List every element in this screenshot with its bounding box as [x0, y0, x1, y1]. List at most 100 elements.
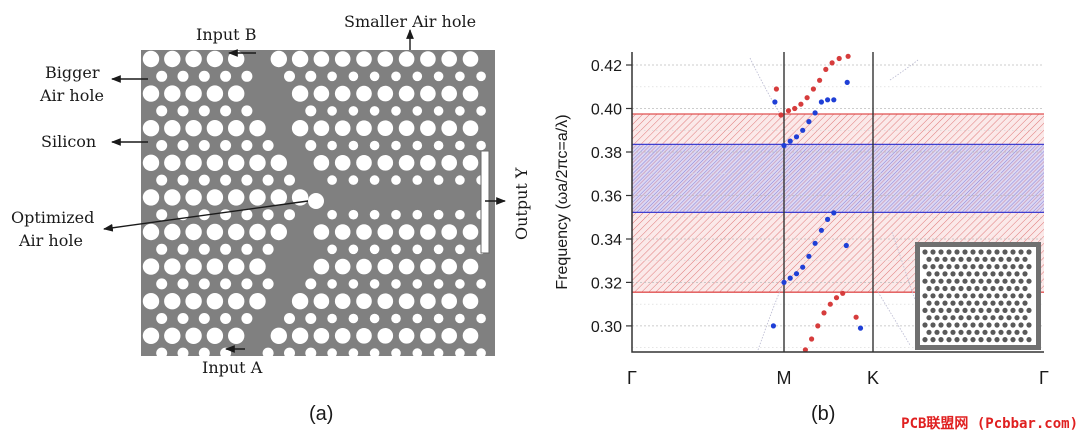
inset-hole	[962, 307, 968, 313]
inset-hole	[978, 278, 984, 284]
inset-hole	[1022, 329, 1028, 335]
air-hole	[313, 328, 330, 344]
inset-hole	[1002, 264, 1008, 270]
input-b-label: Input B	[196, 25, 256, 44]
red-band-point	[809, 336, 815, 342]
inset-hole	[958, 271, 964, 277]
air-hole	[412, 279, 423, 289]
inset-hole	[982, 256, 988, 262]
air-hole	[420, 85, 436, 102]
inset-hole	[1010, 278, 1016, 284]
air-hole	[206, 258, 224, 275]
air-hole	[270, 50, 287, 68]
air-hole	[177, 313, 189, 324]
inset-hole	[970, 293, 976, 299]
air-hole	[291, 85, 309, 102]
air-hole	[420, 51, 436, 67]
air-hole	[377, 258, 394, 275]
inset-hole	[990, 300, 996, 306]
red-band-point	[778, 112, 784, 118]
air-hole	[398, 224, 415, 240]
air-hole	[476, 348, 486, 358]
air-hole	[220, 313, 232, 324]
air-hole	[305, 347, 317, 359]
air-hole	[348, 140, 359, 151]
air-hole	[262, 174, 274, 186]
air-hole	[185, 258, 202, 275]
air-hole	[377, 155, 394, 171]
inset-hole	[966, 285, 972, 292]
inset-hole	[994, 278, 1000, 284]
inset-hole	[962, 264, 968, 270]
air-hole	[228, 223, 245, 241]
air-hole	[462, 155, 479, 171]
air-hole	[412, 106, 423, 116]
x-tick-label: K	[867, 368, 879, 388]
air-hole	[142, 327, 160, 344]
inset-hole	[1018, 322, 1024, 328]
air-hole	[348, 106, 359, 116]
air-hole	[391, 348, 401, 358]
air-hole	[177, 243, 189, 255]
blue-band-point	[812, 240, 818, 246]
inset-hole	[990, 315, 996, 321]
blue-band-point	[831, 210, 837, 216]
inset-hole	[926, 300, 932, 306]
blue-band-point	[781, 279, 787, 285]
air-hole	[164, 293, 181, 310]
air-hole	[327, 313, 337, 324]
air-hole	[198, 347, 210, 359]
inset-hole	[1022, 285, 1028, 292]
inset-hole	[970, 322, 976, 328]
inset-hole	[950, 271, 956, 277]
inset-hole	[1018, 249, 1024, 255]
air-hole	[313, 85, 330, 102]
air-hole	[156, 347, 168, 359]
inset-hole	[1014, 329, 1020, 335]
inset-hole	[986, 249, 992, 255]
red-band-point	[836, 55, 842, 62]
air-hole	[185, 327, 202, 344]
x-tick-label: Γ	[627, 368, 637, 388]
air-hole	[377, 293, 394, 310]
inset-hole	[1026, 307, 1032, 313]
inset-hole	[930, 249, 936, 255]
y-tick-label: 0.40	[591, 102, 622, 119]
air-hole	[377, 51, 394, 67]
air-hole	[313, 258, 330, 275]
air-hole	[185, 293, 202, 310]
air-hole	[369, 348, 380, 358]
output-detector-bar	[480, 150, 490, 254]
air-hole	[391, 106, 401, 116]
inset-hole	[986, 264, 992, 270]
inset-hole	[970, 249, 976, 255]
air-hole	[198, 278, 210, 290]
air-hole	[284, 209, 295, 221]
inset-hole	[1014, 256, 1020, 262]
air-hole	[420, 120, 436, 136]
air-hole	[377, 120, 394, 136]
inset-hole	[926, 256, 932, 262]
y-tick-label: 0.34	[591, 232, 622, 249]
inset-hole	[986, 337, 992, 343]
air-hole	[142, 120, 160, 137]
air-hole	[433, 175, 444, 185]
air-hole	[476, 71, 486, 82]
inset-hole	[938, 337, 944, 343]
air-hole	[412, 140, 423, 151]
air-hole	[441, 120, 458, 136]
inset-hole	[970, 264, 976, 270]
inset-hole	[994, 307, 1000, 313]
air-hole	[198, 70, 210, 82]
red-band-point	[829, 60, 835, 66]
inset-hole	[994, 337, 1000, 343]
air-hole	[220, 70, 232, 82]
air-hole	[334, 85, 351, 102]
air-hole	[206, 120, 224, 137]
inset-hole	[1010, 264, 1016, 270]
air-hole	[206, 154, 224, 171]
air-hole	[291, 50, 309, 68]
air-hole	[334, 258, 351, 275]
air-hole	[156, 243, 168, 255]
blue-band-point	[825, 216, 831, 222]
